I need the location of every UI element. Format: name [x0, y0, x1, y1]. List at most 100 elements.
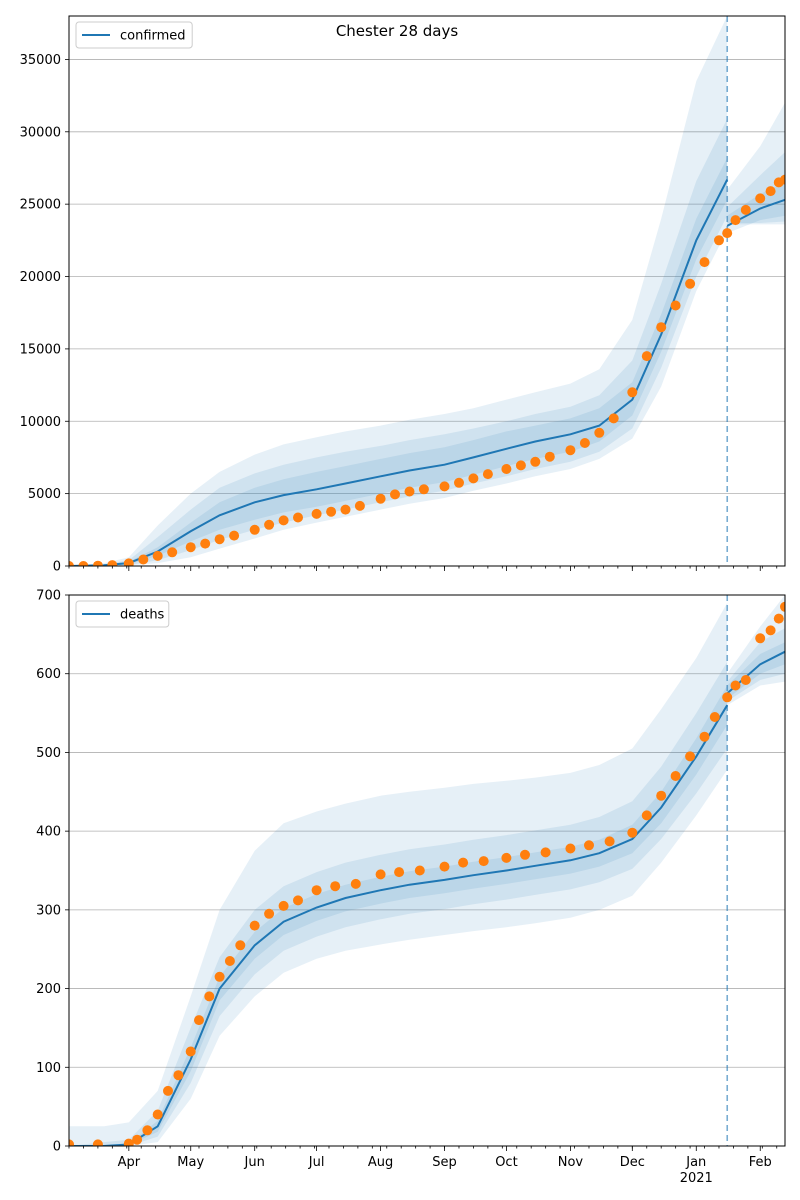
- observed-point: [142, 1125, 153, 1136]
- observed-point: [350, 878, 361, 889]
- observed-point: [765, 625, 776, 636]
- axes-frame: [68, 15, 786, 567]
- observed-point: [278, 515, 289, 526]
- observed-point: [482, 469, 493, 480]
- confidence-band: [69, 157, 728, 566]
- observed-point: [608, 413, 619, 424]
- y-tick-label: 300: [36, 903, 61, 918]
- observed-point: [755, 193, 766, 204]
- observed-point: [414, 865, 425, 876]
- observed-point: [520, 849, 530, 860]
- model-line: [69, 704, 729, 1146]
- observed-point: [394, 867, 405, 878]
- chart-title: Chester 28 days: [336, 22, 459, 40]
- axes-frame: [68, 594, 786, 1147]
- observed-point: [185, 1046, 196, 1057]
- observed-point: [311, 885, 322, 896]
- observed-point: [780, 174, 785, 185]
- observed-point: [670, 300, 681, 311]
- observed-point: [235, 940, 246, 951]
- observed-point: [755, 633, 766, 644]
- x-tick-label: May: [177, 1155, 204, 1170]
- observed-point: [185, 542, 196, 553]
- observed-point: [200, 538, 211, 549]
- observed-point: [132, 1134, 143, 1145]
- observed-point: [685, 751, 696, 762]
- confidence-band: [69, 661, 728, 1146]
- confidence-band: [727, 628, 785, 702]
- observed-point: [439, 481, 450, 492]
- confidence-band: [727, 642, 785, 699]
- observed-point: [152, 1109, 163, 1120]
- legend: confirmed: [75, 21, 193, 49]
- observed-point: [204, 991, 215, 1002]
- observed-point: [330, 881, 341, 892]
- observed-point: [123, 558, 134, 566]
- observed-point: [722, 692, 733, 703]
- observed-point: [584, 840, 594, 851]
- observed-point: [515, 460, 526, 471]
- x-tick-label: Oct: [495, 1155, 517, 1170]
- observed-point: [418, 484, 429, 495]
- observed-point: [709, 712, 720, 722]
- observed-point: [780, 601, 785, 612]
- observed-point: [627, 827, 638, 838]
- observed-point: [730, 215, 741, 226]
- observed-point: [454, 477, 464, 488]
- observed-point: [765, 186, 776, 197]
- observed-point: [714, 235, 724, 246]
- y-tick-label: 600: [36, 667, 61, 682]
- model-line: [69, 179, 729, 566]
- observed-point: [264, 519, 275, 530]
- observed-point: [249, 920, 260, 931]
- observed-point: [478, 856, 489, 867]
- observed-point: [167, 547, 178, 558]
- observed-point: [214, 534, 225, 545]
- observed-point: [163, 1085, 173, 1096]
- y-tick-label: 200: [36, 982, 61, 997]
- observed-point: [404, 486, 415, 497]
- y-tick-label: 100: [36, 1061, 61, 1076]
- legend-box: [75, 600, 170, 628]
- legend-label: deaths: [120, 608, 165, 623]
- confidence-band: [69, 118, 728, 566]
- observed-point: [722, 228, 733, 239]
- observed-point: [641, 810, 652, 821]
- observed-point: [565, 843, 576, 854]
- observed-point: [699, 257, 710, 268]
- observed-point: [264, 908, 275, 919]
- x-tick-label: Aug: [368, 1155, 393, 1170]
- y-tick-label: 500: [36, 746, 61, 761]
- observed-point: [390, 489, 400, 500]
- plot-area: [69, 16, 785, 566]
- observed-point: [173, 1070, 184, 1081]
- observed-point: [730, 680, 741, 691]
- observed-point: [544, 451, 555, 462]
- observed-point: [69, 1139, 74, 1146]
- observed-point: [92, 1139, 103, 1146]
- observed-point: [375, 493, 386, 504]
- observed-point: [579, 438, 590, 448]
- x-tick-label: Jul: [308, 1155, 325, 1170]
- observed-point: [138, 554, 149, 565]
- x-tick-label: Feb: [749, 1155, 772, 1170]
- observed-point: [604, 836, 615, 847]
- plot-area: [69, 595, 785, 1146]
- x-year-label: 2021: [680, 1171, 713, 1186]
- x-tick-label: Dec: [620, 1155, 645, 1170]
- deaths-panel: 0 100 200 300 400 500 600 700 Apr May Jun Jul Aug Sep…: [36, 589, 786, 1186]
- observed-point: [278, 900, 289, 911]
- observed-point: [468, 473, 479, 484]
- y-tick-label: 5000: [28, 487, 61, 502]
- observed-point: [69, 561, 74, 566]
- observed-point: [224, 956, 235, 966]
- legend: deaths: [75, 600, 170, 628]
- observed-point: [501, 464, 512, 474]
- observed-point: [340, 504, 351, 515]
- x-tick-label: Sep: [432, 1155, 457, 1170]
- observed-point: [123, 1138, 134, 1146]
- legend-box: [75, 21, 193, 49]
- observed-point: [375, 869, 386, 880]
- observed-point: [740, 675, 751, 685]
